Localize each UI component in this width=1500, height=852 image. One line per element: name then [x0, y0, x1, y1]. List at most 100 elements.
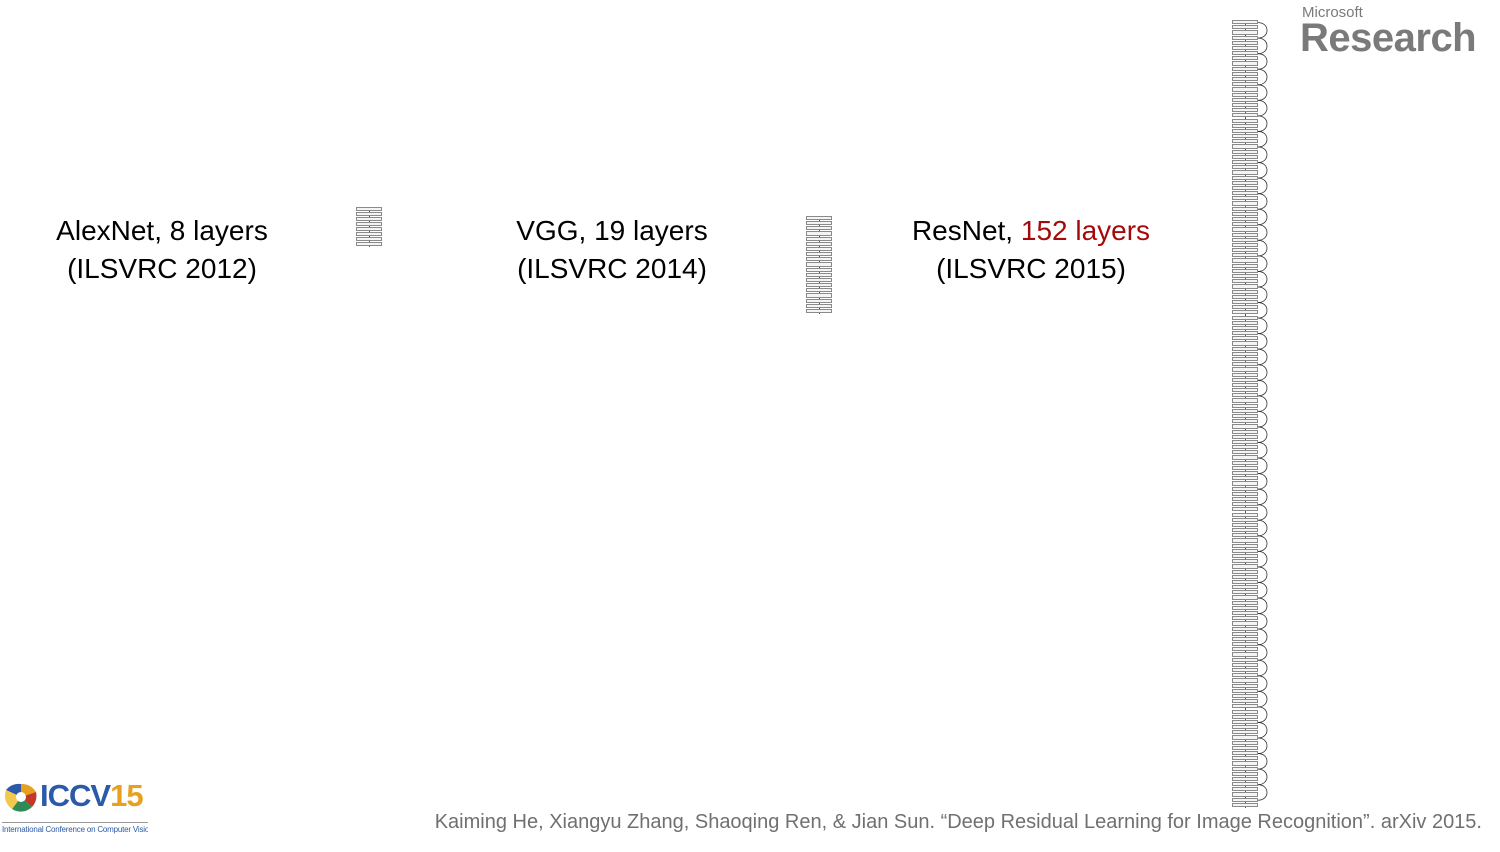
skip-connection [1257, 286, 1268, 303]
layer-block [1232, 217, 1258, 222]
layer-block [806, 231, 832, 236]
layer-block [1232, 222, 1258, 227]
layer-block [1232, 92, 1258, 97]
layer-block [356, 222, 382, 226]
layer-block [1232, 284, 1258, 289]
layer-block [1232, 294, 1258, 299]
layer-block [1232, 149, 1258, 154]
resnet-label: ResNet, 152 layers (ILSVRC 2015) [900, 212, 1162, 288]
layer-block [1232, 429, 1258, 434]
layer-block [806, 272, 832, 277]
layer-block [1232, 388, 1258, 393]
skip-connection [1257, 644, 1268, 661]
layer-block [1232, 486, 1258, 491]
layer-block [806, 303, 832, 308]
layer-block [806, 277, 832, 283]
skip-connection [1257, 784, 1268, 801]
layer-block [1232, 118, 1258, 123]
iccv-logo: ICCV15 International Conference on Compu… [2, 778, 148, 840]
skip-connection [1257, 208, 1268, 226]
layer-block [1232, 626, 1258, 631]
layer-block [1232, 201, 1258, 206]
layer-block [1232, 491, 1258, 496]
layer-block [1232, 683, 1258, 688]
layer-block [1232, 585, 1258, 590]
layer-block [1232, 735, 1258, 740]
layer-block [1232, 621, 1258, 626]
layer-block [1232, 595, 1258, 600]
alexnet-competition: (ILSVRC 2012) [67, 253, 257, 284]
layer-block [1232, 455, 1258, 460]
layer-block [1232, 756, 1258, 761]
skip-connection [1257, 535, 1268, 552]
layer-block [1232, 305, 1258, 310]
skip-connection [1257, 566, 1268, 583]
layer-block [1232, 782, 1258, 787]
skip-connection [1257, 317, 1268, 335]
layer-block [1232, 123, 1258, 128]
layer-block [1232, 611, 1258, 616]
skip-connection [1257, 706, 1268, 723]
layer-block [1232, 97, 1258, 102]
layer-block [1232, 776, 1258, 782]
skip-connection [1257, 348, 1268, 366]
layer-block [806, 221, 832, 226]
skip-connection [1257, 193, 1268, 210]
layer-block [1232, 331, 1258, 336]
layer-block [1232, 242, 1258, 248]
layer-block [1232, 185, 1258, 191]
skip-connection [1257, 131, 1268, 148]
layer-block [1232, 745, 1258, 750]
layer-block [1232, 170, 1258, 175]
layer-block [1232, 336, 1258, 341]
layer-block [1232, 802, 1258, 807]
layer-block [1232, 636, 1258, 642]
resnet-name: ResNet, [911, 215, 1021, 246]
layer-block [1232, 196, 1258, 201]
skip-connection [1257, 333, 1268, 350]
layer-block [1232, 642, 1258, 647]
layer-block [1232, 548, 1258, 553]
layer-block [1232, 175, 1258, 180]
layer-block [1232, 693, 1258, 699]
skip-connection [1257, 53, 1268, 70]
layer-block [1232, 673, 1258, 678]
layer-block [1232, 20, 1258, 25]
skip-connection [1257, 488, 1268, 506]
layer-block [1232, 51, 1258, 56]
layer-block [1232, 559, 1258, 564]
alexnet-architecture-diagram [356, 207, 382, 247]
skip-connection [1257, 239, 1268, 257]
layer-block [1232, 445, 1258, 450]
iccv-title: ICCV [40, 778, 111, 813]
layer-block [1232, 766, 1258, 771]
layer-block [806, 216, 832, 221]
layer-block [1232, 367, 1258, 372]
layer-block [1232, 77, 1258, 82]
skip-connection [1257, 379, 1268, 397]
skip-connection [1257, 115, 1268, 132]
layer-block [1232, 45, 1258, 51]
layer-block [1232, 165, 1258, 170]
skip-connection [1257, 395, 1268, 412]
layer-block [806, 267, 832, 272]
layer-block [806, 293, 832, 298]
layer-block [1232, 460, 1258, 465]
skip-connection [1257, 255, 1268, 272]
logo-research-text: Research [1300, 16, 1477, 60]
layer-block [1232, 134, 1258, 139]
layer-block [356, 242, 382, 246]
layer-block [806, 257, 832, 262]
layer-block [1232, 362, 1258, 367]
layer-block [1232, 476, 1258, 481]
layer-block [1232, 346, 1258, 351]
skip-connection [1257, 768, 1268, 786]
layer-block [806, 236, 832, 241]
layer-block [1232, 414, 1258, 419]
layer-block [1232, 574, 1258, 579]
layer-block [1232, 740, 1258, 745]
layer-block [1232, 144, 1258, 149]
layer-block [1232, 274, 1258, 279]
layer-block [356, 217, 382, 221]
skip-connection [1257, 737, 1268, 754]
